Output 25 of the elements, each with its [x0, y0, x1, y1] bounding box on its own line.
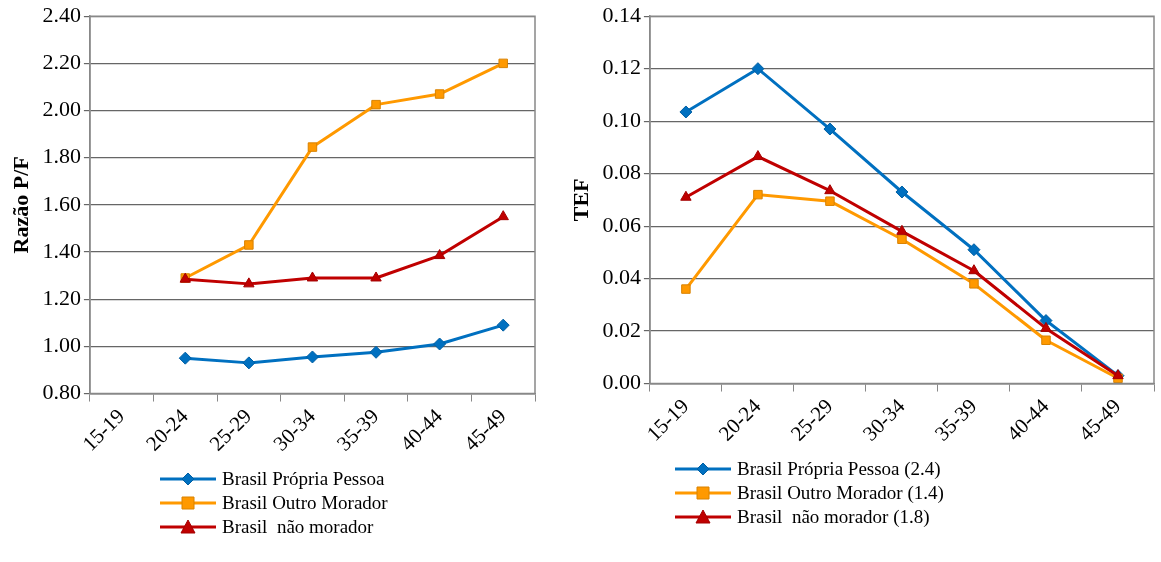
- legend-label: Brasil Própria Pessoa: [222, 468, 385, 490]
- legend-label: Brasil não morador: [222, 516, 374, 538]
- y-tick-label: 0.14: [602, 1, 641, 27]
- y-tick-label: 0.00: [602, 369, 641, 395]
- y-tick-label: 2.00: [42, 96, 81, 122]
- y-tick-label: 0.12: [602, 54, 641, 80]
- y-axis-title: TEF: [567, 178, 593, 222]
- y-tick-label: 0.06: [602, 211, 641, 237]
- y-tick-label: 0.04: [602, 264, 641, 290]
- y-tick-label: 2.20: [42, 49, 81, 75]
- legend-label: Brasil Outro Morador (1.4): [737, 482, 944, 504]
- legend-label: Brasil não morador (1.8): [737, 506, 930, 528]
- y-tick-label: 1.20: [42, 284, 81, 310]
- y-tick-label: 2.40: [42, 1, 81, 27]
- y-tick-label: 1.00: [42, 332, 81, 358]
- y-tick-label: 1.60: [42, 190, 81, 216]
- legend-label: Brasil Própria Pessoa (2.4): [737, 458, 941, 480]
- y-tick-label: 0.80: [42, 379, 81, 405]
- y-tick-label: 0.08: [602, 159, 641, 185]
- y-axis-title: Razão P/F: [7, 156, 33, 254]
- legend-label: Brasil Outro Morador: [222, 492, 388, 514]
- y-tick-label: 0.10: [602, 106, 641, 132]
- y-tick-label: 1.40: [42, 237, 81, 263]
- y-tick-label: 0.02: [602, 316, 641, 342]
- y-tick-label: 1.80: [42, 143, 81, 169]
